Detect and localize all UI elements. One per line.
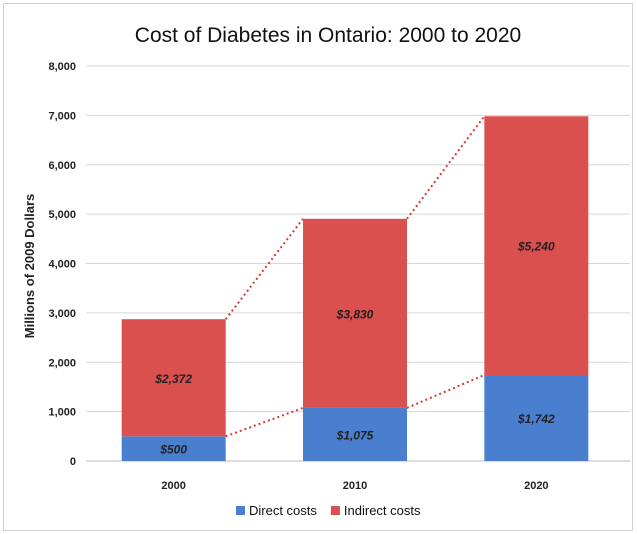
chart-frame: Cost of Diabetes in Ontario: 2000 to 202… [3, 3, 633, 531]
y-tick-label: 8,000 [48, 61, 76, 73]
legend-swatch [236, 506, 245, 515]
y-tick-label: 0 [70, 456, 76, 468]
x-tick-labels: 2000 2010 2020 [161, 480, 548, 492]
chart-title: Cost of Diabetes in Ontario: 2000 to 202… [135, 24, 521, 47]
legend-swatch [330, 506, 340, 515]
y-tick-label: 1,000 [48, 407, 76, 419]
stacked-bar-chart: Cost of Diabetes in Ontario: 2000 to 202… [22, 24, 630, 518]
data-label: $5,240 [517, 240, 555, 254]
connector-line [225, 406, 304, 438]
x-tick-label: 2000 [161, 480, 185, 492]
y-tick-labels: 0 1,000 2,000 3,000 4,000 5,000 6,000 7,000 8,00… [48, 61, 76, 468]
legend-label: Indirect costs [344, 503, 421, 518]
y-tick-label: 7,000 [48, 110, 76, 122]
legend-label: Direct costs [249, 503, 317, 518]
data-label: $1,742 [517, 412, 555, 426]
bar-indirect-costs-2000 [121, 319, 226, 437]
bar-indirect-costs-2010 [303, 218, 407, 408]
x-tick-label: 2010 [343, 480, 367, 492]
data-label: $1,075 [336, 428, 374, 442]
bars: $500 $2,372 $1,075 $3,830 $1,742 $5,240 [121, 116, 589, 461]
x-tick-label: 2020 [524, 480, 548, 492]
y-axis-label: Millions of 2009 Dollars [22, 194, 37, 339]
connector-line [406, 115, 486, 220]
connector-line [406, 374, 485, 409]
bar-direct-costs-2000 [121, 436, 226, 461]
bar-indirect-costs-2020 [484, 116, 589, 375]
data-label: $500 [159, 443, 187, 457]
connector-lines [224, 115, 486, 438]
y-tick-label: 6,000 [48, 160, 76, 172]
bar-direct-costs-2020 [484, 374, 589, 461]
y-tick-label: 4,000 [48, 259, 76, 271]
y-tick-label: 3,000 [48, 308, 76, 320]
data-label: $2,372 [154, 372, 192, 386]
legend: Direct costs Indirect costs [236, 503, 421, 518]
connector-line [224, 218, 304, 320]
y-tick-label: 5,000 [48, 209, 76, 221]
y-tick-label: 2,000 [48, 357, 76, 369]
data-label: $3,830 [336, 307, 374, 321]
bar-direct-costs-2010 [303, 407, 407, 461]
